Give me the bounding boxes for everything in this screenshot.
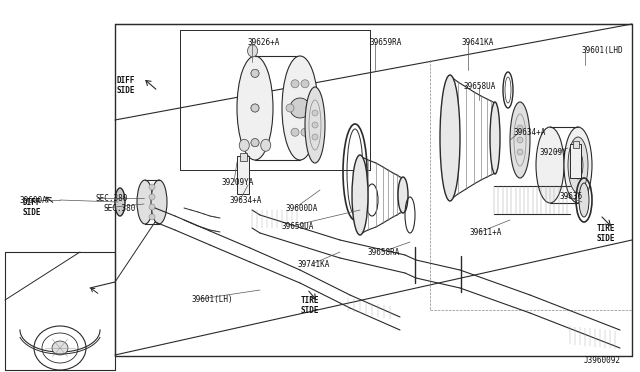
- Ellipse shape: [52, 341, 68, 355]
- Ellipse shape: [490, 102, 500, 174]
- Ellipse shape: [251, 139, 259, 147]
- Text: 39209YA: 39209YA: [222, 178, 254, 187]
- Ellipse shape: [306, 104, 314, 112]
- Text: 39641KA: 39641KA: [462, 38, 494, 47]
- Ellipse shape: [352, 155, 368, 235]
- Ellipse shape: [248, 45, 257, 57]
- Text: 39626+A: 39626+A: [247, 38, 280, 47]
- Ellipse shape: [510, 102, 530, 178]
- Text: 39611+A: 39611+A: [470, 228, 502, 237]
- Text: SEC.380: SEC.380: [95, 194, 127, 203]
- Ellipse shape: [282, 56, 318, 160]
- Text: 39659RA: 39659RA: [370, 38, 403, 47]
- Ellipse shape: [517, 125, 523, 131]
- Text: 39601(LHD: 39601(LHD: [582, 46, 623, 55]
- Ellipse shape: [137, 180, 153, 224]
- Text: 39659UA: 39659UA: [282, 222, 314, 231]
- Ellipse shape: [398, 177, 408, 213]
- Text: 39741KA: 39741KA: [298, 260, 330, 269]
- Ellipse shape: [312, 110, 318, 116]
- Text: TIRE
SIDE: TIRE SIDE: [596, 224, 615, 243]
- Ellipse shape: [149, 214, 155, 220]
- Ellipse shape: [239, 139, 249, 151]
- Bar: [240, 153, 247, 161]
- Ellipse shape: [579, 183, 589, 217]
- Text: DIFF
SIDE: DIFF SIDE: [23, 198, 41, 217]
- Ellipse shape: [290, 98, 310, 118]
- Ellipse shape: [305, 87, 325, 163]
- Ellipse shape: [260, 139, 271, 151]
- Text: DIFF
SIDE: DIFF SIDE: [116, 76, 135, 95]
- Text: 39209Y: 39209Y: [539, 148, 567, 157]
- Bar: [570, 144, 581, 178]
- Text: 39658RA: 39658RA: [367, 248, 399, 257]
- Ellipse shape: [251, 69, 259, 77]
- Ellipse shape: [517, 137, 523, 143]
- Ellipse shape: [301, 128, 309, 136]
- Text: 39600A: 39600A: [19, 196, 47, 205]
- Ellipse shape: [251, 104, 259, 112]
- Ellipse shape: [312, 122, 318, 128]
- Text: 39658UA: 39658UA: [463, 82, 495, 91]
- Ellipse shape: [151, 180, 167, 224]
- Text: 39634+A: 39634+A: [514, 128, 547, 137]
- Ellipse shape: [291, 80, 299, 88]
- Ellipse shape: [312, 134, 318, 140]
- Ellipse shape: [149, 204, 155, 210]
- Ellipse shape: [573, 151, 583, 179]
- Ellipse shape: [149, 194, 155, 200]
- Text: 39634+A: 39634+A: [230, 196, 262, 205]
- Text: 39601(LH): 39601(LH): [192, 295, 234, 304]
- Ellipse shape: [301, 80, 309, 88]
- Text: SEC.380: SEC.380: [103, 204, 136, 213]
- Text: 39600DA: 39600DA: [286, 204, 318, 213]
- Ellipse shape: [440, 75, 460, 201]
- Ellipse shape: [536, 127, 564, 203]
- Ellipse shape: [149, 184, 155, 190]
- Text: TIRE
SIDE: TIRE SIDE: [301, 296, 319, 315]
- Ellipse shape: [115, 188, 125, 216]
- Ellipse shape: [237, 56, 273, 160]
- Ellipse shape: [286, 104, 294, 112]
- Text: 39636: 39636: [560, 192, 583, 201]
- Bar: [237, 156, 249, 194]
- Ellipse shape: [517, 149, 523, 155]
- Ellipse shape: [291, 128, 299, 136]
- Bar: [573, 141, 579, 148]
- Text: J3960092: J3960092: [584, 356, 621, 365]
- Ellipse shape: [568, 137, 588, 193]
- Ellipse shape: [251, 104, 259, 112]
- Ellipse shape: [251, 69, 259, 77]
- Ellipse shape: [564, 127, 592, 203]
- Ellipse shape: [251, 139, 259, 147]
